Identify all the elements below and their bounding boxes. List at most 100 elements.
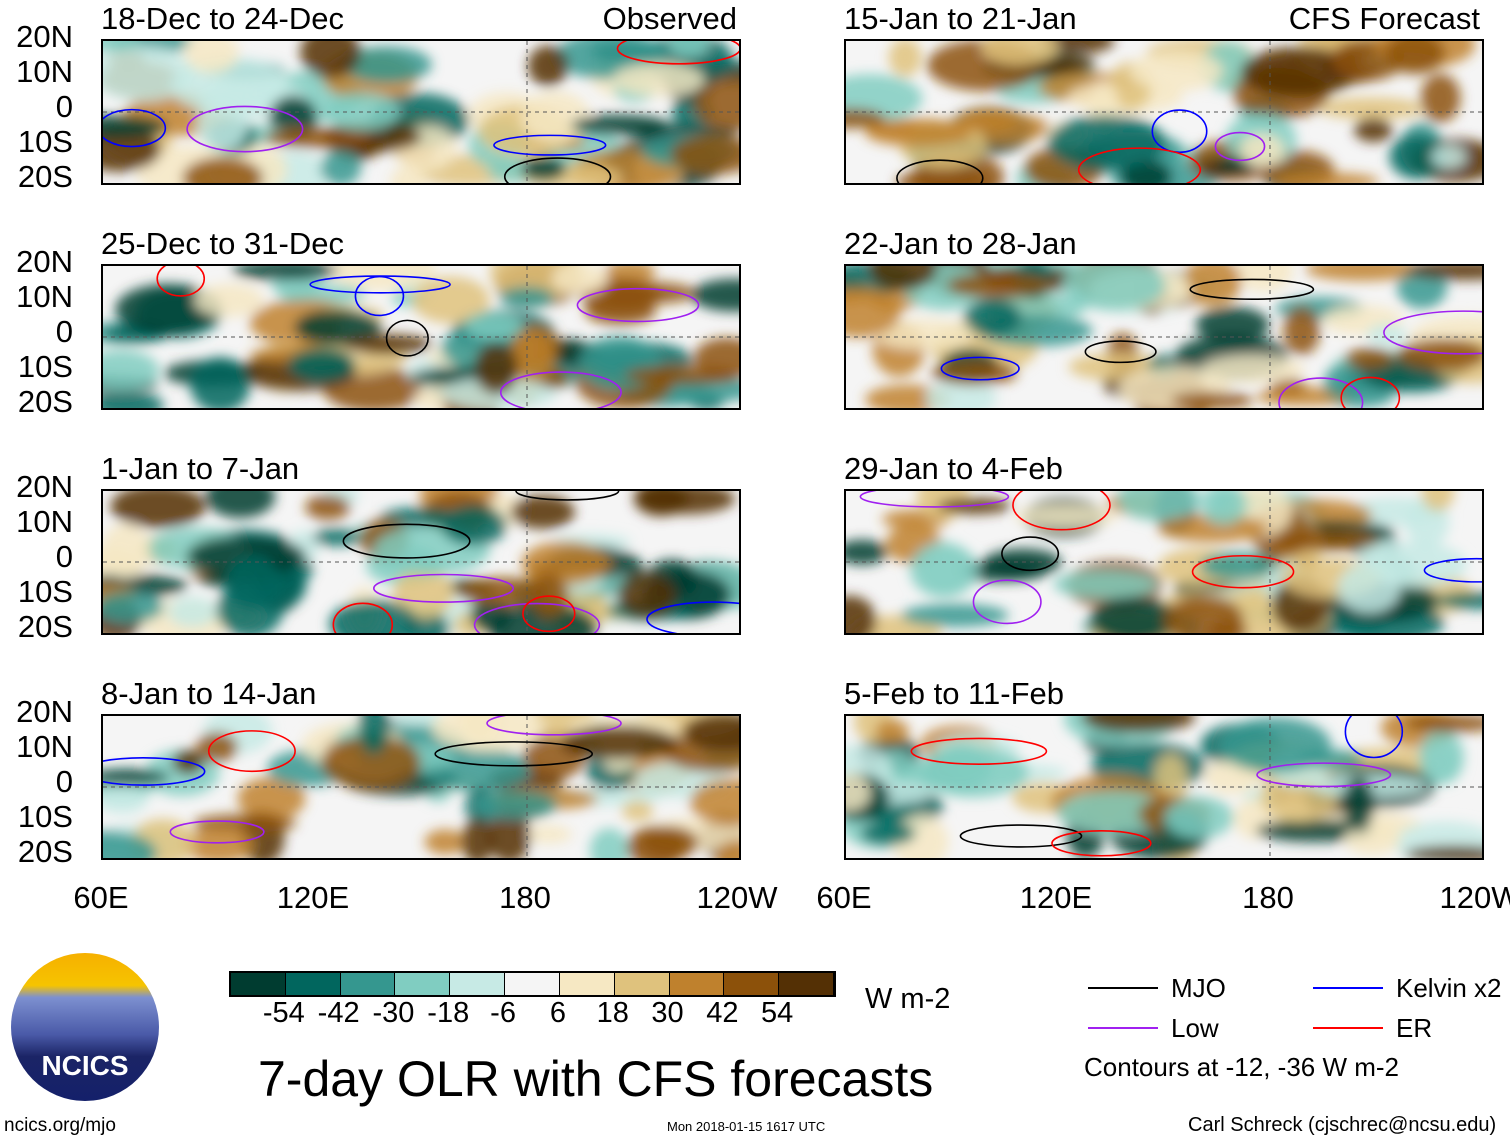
olr-anomaly-blob — [103, 350, 160, 391]
kelvin-x2-contour — [1344, 716, 1404, 759]
lat-tick-label: 20N — [16, 19, 73, 54]
olr-anomaly-blob — [380, 507, 459, 528]
er-contour — [1012, 491, 1111, 531]
olr-map-panel — [101, 714, 741, 860]
panel-title: 1-Jan to 7-Jan — [101, 451, 300, 486]
contour-note: Contours at -12, -36 W m-2 — [1084, 1052, 1399, 1082]
olr-anomaly-blob — [715, 840, 739, 858]
colorbar-tick-label: -30 — [372, 997, 415, 1029]
olr-anomaly-blob — [1062, 266, 1166, 311]
olr-anomaly-blob — [690, 278, 739, 312]
olr-anomaly-blob — [232, 266, 339, 281]
olr-anomaly-blob — [1305, 266, 1420, 281]
kelvin-x2-contour — [493, 134, 607, 156]
lat-tick-label: 0 — [55, 764, 73, 799]
olr-anomaly-blob — [321, 735, 421, 790]
olr-anomaly-blob — [487, 604, 598, 633]
olr-anomaly-blob — [1406, 266, 1482, 281]
olr-field — [846, 716, 1482, 858]
olr-anomaly-blob — [846, 287, 901, 338]
mjo-contour — [342, 523, 471, 559]
mjo-contour — [515, 491, 620, 501]
olr-anomaly-blob — [294, 309, 382, 346]
lat-tick-label: 10N — [16, 729, 73, 764]
panel-title: 29-Jan to 4-Feb — [844, 451, 1063, 486]
footer-url: ncics.org/mjo — [4, 1115, 116, 1136]
olr-map-panel — [101, 489, 741, 635]
colorbar-tick-label: 6 — [549, 997, 566, 1029]
olr-anomaly-blob — [390, 165, 428, 183]
panel-title: 25-Dec to 31-Dec — [101, 226, 344, 261]
observed-label: Observed — [602, 1, 737, 36]
olr-map-panel — [844, 714, 1484, 860]
low-contour — [473, 602, 601, 633]
olr-anomaly-blob — [1404, 716, 1482, 733]
olr-field — [103, 716, 739, 858]
olr-anomaly-blob — [520, 91, 591, 143]
lat-tick-label: 10N — [16, 54, 73, 89]
olr-anomaly-blob — [263, 127, 373, 149]
kelvin-x2-contour — [103, 108, 167, 148]
lon-tick-label: 120E — [1019, 880, 1093, 915]
olr-anomaly-blob — [1385, 41, 1445, 75]
olr-anomaly-blob — [110, 491, 206, 528]
legend-line — [1313, 987, 1383, 989]
olr-anomaly-blob — [441, 505, 507, 546]
olr-anomaly-blob — [521, 541, 610, 586]
olr-anomaly-blob — [689, 778, 739, 827]
olr-anomaly-blob — [626, 826, 687, 858]
anomaly-shading — [846, 266, 1482, 408]
olr-anomaly-blob — [1420, 73, 1461, 123]
olr-anomaly-blob — [1343, 776, 1375, 832]
lat-tick-label: 0 — [55, 89, 73, 124]
olr-anomaly-blob — [616, 574, 677, 618]
olr-anomaly-blob — [464, 312, 524, 340]
mjo-contour — [896, 159, 984, 183]
olr-anomaly-blob — [1117, 491, 1201, 522]
olr-anomaly-blob — [1200, 491, 1247, 526]
olr-anomaly-blob — [184, 41, 239, 74]
anomaly-shading — [846, 41, 1482, 183]
kelvin-x2-contour — [646, 601, 739, 633]
mjo-contour — [1001, 536, 1060, 572]
olr-anomaly-blob — [1090, 595, 1178, 633]
olr-anomaly-blob — [237, 777, 306, 821]
olr-anomaly-blob — [196, 732, 238, 763]
olr-anomaly-blob — [1337, 562, 1401, 614]
olr-anomaly-blob — [1353, 117, 1393, 143]
low-contour — [169, 820, 265, 844]
olr-anomaly-blob — [959, 108, 1018, 131]
lat-tick-label: 20N — [16, 244, 73, 279]
olr-anomaly-blob — [103, 769, 170, 786]
legend-line — [1313, 1027, 1383, 1029]
olr-anomaly-blob — [190, 357, 251, 408]
colorbar-swatch — [669, 973, 725, 995]
olr-anomaly-blob — [474, 790, 558, 819]
kelvin-x2-contour — [1423, 557, 1482, 583]
olr-anomaly-blob — [1366, 324, 1407, 347]
olr-anomaly-blob — [103, 46, 194, 102]
olr-anomaly-blob — [1344, 347, 1394, 370]
lat-tick-label: 10N — [16, 279, 73, 314]
low-contour — [486, 716, 622, 736]
legend-label: MJO — [1171, 973, 1226, 1003]
olr-anomaly-blob — [670, 135, 739, 175]
lat-tick-label: 10S — [17, 349, 73, 384]
olr-anomaly-blob — [1170, 391, 1254, 408]
olr-anomaly-blob — [305, 494, 351, 520]
olr-field — [103, 266, 739, 408]
colorbar-swatch — [285, 973, 341, 995]
lon-tick-label: 180 — [1242, 880, 1294, 915]
lat-tick-label: 0 — [55, 314, 73, 349]
olr-anomaly-blob — [320, 150, 362, 183]
panel-title: 5-Feb to 11-Feb — [844, 676, 1064, 711]
low-contour — [1383, 310, 1482, 355]
lon-tick-label: 120E — [276, 880, 350, 915]
low-contour — [972, 579, 1042, 625]
mjo-contour — [434, 741, 594, 767]
olr-anomaly-blob — [1419, 729, 1464, 785]
olr-anomaly-blob — [925, 379, 997, 408]
low-contour — [1256, 762, 1392, 788]
olr-anomaly-blob — [930, 743, 992, 792]
olr-anomaly-blob — [667, 41, 710, 58]
